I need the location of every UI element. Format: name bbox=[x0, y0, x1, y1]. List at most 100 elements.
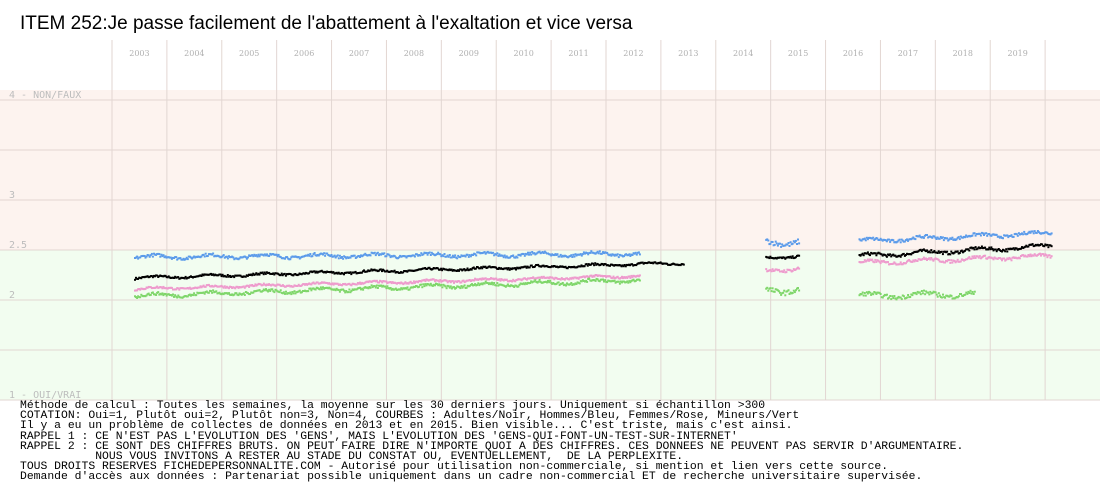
data-point bbox=[499, 279, 502, 282]
data-point bbox=[282, 257, 285, 260]
data-point bbox=[1028, 230, 1031, 233]
data-point bbox=[559, 282, 562, 285]
data-point bbox=[777, 268, 780, 271]
data-point bbox=[483, 266, 486, 269]
data-point bbox=[277, 273, 280, 276]
data-point bbox=[1033, 253, 1036, 256]
data-point bbox=[226, 286, 229, 289]
data-point bbox=[367, 254, 370, 257]
data-point bbox=[865, 291, 868, 294]
data-point bbox=[1011, 247, 1014, 250]
data-point bbox=[1041, 253, 1044, 256]
data-point bbox=[447, 280, 450, 283]
data-point bbox=[372, 252, 375, 255]
data-point bbox=[861, 291, 864, 294]
data-point bbox=[549, 279, 552, 282]
data-point bbox=[457, 280, 460, 282]
data-point bbox=[477, 251, 480, 254]
data-point bbox=[929, 290, 932, 293]
data-point bbox=[950, 294, 953, 297]
data-point bbox=[503, 267, 506, 270]
data-point bbox=[891, 263, 894, 265]
data-point bbox=[535, 252, 538, 255]
data-point bbox=[347, 291, 350, 294]
chart-title: ITEM 252:Je passe facilement de l'abatte… bbox=[20, 13, 633, 34]
data-point bbox=[962, 295, 965, 297]
data-point bbox=[135, 289, 137, 292]
data-point bbox=[140, 277, 143, 280]
data-point bbox=[463, 284, 466, 287]
data-point bbox=[1040, 254, 1042, 257]
data-point bbox=[1002, 257, 1004, 260]
data-point bbox=[872, 260, 875, 263]
data-point bbox=[952, 252, 955, 255]
data-point bbox=[898, 238, 901, 241]
note-line: RAPPEL 2 : CE SONT DES CHIFFRES BRUTS. O… bbox=[20, 440, 964, 453]
data-point bbox=[632, 252, 635, 255]
data-point bbox=[539, 280, 542, 283]
data-point bbox=[782, 271, 785, 273]
data-point bbox=[386, 269, 389, 272]
data-point bbox=[876, 259, 879, 262]
data-point bbox=[282, 285, 285, 288]
data-point bbox=[1033, 244, 1036, 247]
data-point bbox=[280, 291, 283, 294]
data-point bbox=[978, 247, 981, 250]
data-point bbox=[140, 255, 143, 258]
data-point bbox=[334, 256, 337, 259]
data-point bbox=[933, 235, 936, 238]
data-point bbox=[531, 251, 534, 253]
data-point bbox=[969, 246, 972, 249]
data-point bbox=[380, 280, 383, 283]
data-point bbox=[1036, 230, 1039, 232]
data-point bbox=[484, 265, 487, 268]
data-point bbox=[255, 254, 258, 257]
data-point bbox=[629, 276, 632, 279]
data-point bbox=[344, 256, 347, 259]
data-point bbox=[353, 271, 356, 274]
data-point bbox=[604, 263, 607, 266]
data-point bbox=[277, 290, 280, 293]
data-point bbox=[863, 292, 866, 294]
data-point bbox=[586, 275, 589, 278]
data-point bbox=[1043, 232, 1046, 234]
data-point bbox=[234, 257, 237, 260]
data-point bbox=[889, 295, 892, 297]
data-point bbox=[355, 256, 358, 259]
data-point bbox=[910, 253, 913, 256]
data-point bbox=[624, 276, 627, 279]
data-point bbox=[437, 251, 440, 254]
data-point bbox=[218, 273, 221, 276]
data-point bbox=[859, 261, 862, 264]
data-point bbox=[954, 296, 957, 299]
data-point bbox=[547, 276, 549, 279]
data-point bbox=[879, 252, 882, 255]
data-point bbox=[508, 268, 511, 271]
data-point bbox=[559, 278, 562, 281]
data-point bbox=[377, 269, 380, 272]
data-point bbox=[204, 291, 207, 293]
data-point bbox=[507, 280, 510, 283]
data-point bbox=[363, 253, 366, 256]
data-point bbox=[590, 250, 593, 253]
data-point bbox=[938, 251, 941, 254]
data-point bbox=[555, 265, 558, 268]
data-point bbox=[995, 233, 998, 236]
data-point bbox=[930, 257, 933, 259]
data-point bbox=[363, 282, 366, 285]
data-point bbox=[422, 253, 425, 256]
data-point bbox=[391, 255, 394, 258]
data-point bbox=[965, 258, 968, 261]
data-point bbox=[242, 292, 245, 295]
data-point bbox=[186, 276, 189, 279]
data-point bbox=[262, 282, 265, 285]
data-point bbox=[619, 254, 622, 257]
data-point bbox=[638, 253, 641, 256]
data-point bbox=[255, 290, 258, 292]
data-point bbox=[550, 281, 553, 284]
x-tick-label: 2010 bbox=[513, 49, 533, 58]
data-point bbox=[605, 251, 608, 254]
data-point bbox=[252, 272, 255, 275]
data-point bbox=[556, 253, 559, 256]
data-point bbox=[170, 276, 173, 279]
